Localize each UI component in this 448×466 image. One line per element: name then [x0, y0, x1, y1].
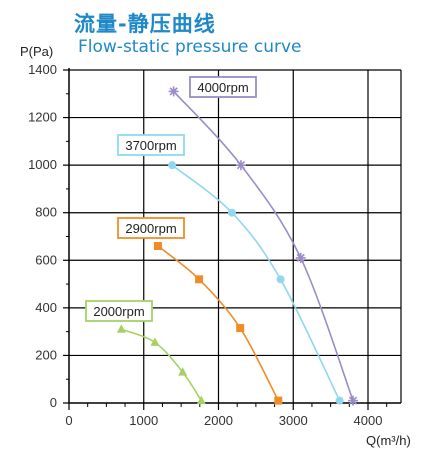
asterisk-stroke [348, 396, 358, 405]
series-2900rpm [153, 242, 283, 405]
x-tick-label: 4000 [354, 413, 383, 428]
data-point-triangle [178, 367, 188, 376]
data-point-triangle [116, 324, 126, 333]
y-tick-label: 1400 [28, 62, 57, 77]
series-line [157, 245, 280, 401]
x-tick-label: 0 [65, 413, 72, 428]
series-curves [116, 86, 359, 406]
chart-title-chinese: 流量-静压曲线 [74, 12, 216, 36]
series-label-box [189, 76, 257, 98]
y-tick-label: 800 [35, 205, 57, 220]
data-point-square [153, 242, 162, 251]
data-point-circle [276, 275, 285, 284]
data-point-circle [168, 161, 177, 170]
data-point-asterisk [235, 160, 246, 171]
series-label-box [85, 300, 153, 322]
series-label-box [117, 134, 185, 156]
y-axis-label: P(Pa) [20, 44, 53, 59]
y-tick-label: 1200 [28, 110, 57, 125]
asterisk-stroke [296, 253, 305, 263]
series-2000rpm [116, 324, 206, 405]
series-line [173, 90, 354, 401]
y-tick-label: 600 [35, 252, 57, 267]
data-point-triangle [196, 395, 206, 405]
series-label-text: 4000rpm [197, 80, 248, 95]
data-point-asterisk [168, 86, 179, 97]
data-point-asterisk [295, 252, 306, 263]
series-label-text: 2000rpm [93, 304, 144, 319]
data-point-square [236, 324, 245, 333]
asterisk-stroke [169, 87, 178, 96]
data-point-square [274, 396, 283, 405]
y-tick-label: 1000 [28, 157, 57, 172]
data-point-circle [335, 396, 344, 405]
series-3700rpm [168, 161, 344, 405]
series-label-4000rpm: 4000rpm [189, 76, 257, 98]
x-tick-label: 1000 [129, 413, 158, 428]
chart-title-english: Flow-static pressure curve [78, 37, 302, 57]
x-axis-label: Q(m³/h) [366, 433, 411, 448]
y-tick-label: 200 [35, 347, 57, 362]
x-tick-label: 2000 [204, 413, 233, 428]
series-line [171, 164, 341, 401]
series-4000rpm [168, 86, 359, 406]
series-label-2000rpm: 2000rpm [85, 300, 153, 322]
data-point-triangle [150, 337, 160, 346]
y-tick-label: 0 [50, 395, 57, 410]
series-label-3700rpm: 3700rpm [117, 134, 185, 156]
series-labels: 4000rpm 3700rpm 2900rpm 2000rpm [85, 76, 257, 322]
data-point-circle [227, 208, 236, 217]
series-label-2900rpm: 2900rpm [117, 217, 185, 239]
data-point-square [195, 275, 204, 284]
series-line [121, 328, 202, 402]
series-label-text: 3700rpm [125, 138, 176, 153]
data-point-asterisk [348, 395, 359, 406]
asterisk-stroke [236, 161, 246, 170]
axes: 0 1000 2000 3000 4000 0 200 400 600 800 1000 1200 14… [28, 62, 401, 428]
y-tick-label: 400 [35, 300, 57, 315]
series-label-box [117, 217, 185, 239]
series-label-text: 2900rpm [125, 221, 176, 236]
x-tick-label: 3000 [279, 413, 308, 428]
